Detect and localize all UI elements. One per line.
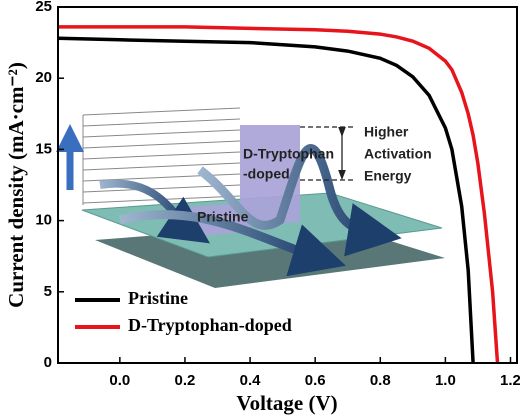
inset-label: Higher (364, 124, 409, 140)
legend-label: Pristine (128, 288, 188, 308)
inset-label: Activation (364, 146, 432, 162)
x-tick-label: 1.0 (435, 372, 456, 389)
series-line (58, 36, 475, 363)
x-axis-title: Voltage (V) (236, 391, 337, 415)
x-tick-label: 0.8 (370, 372, 391, 389)
inset-illustration (56, 107, 445, 288)
inset-label: Energy (364, 168, 412, 184)
y-tick-label: 0 (44, 354, 52, 371)
y-tick-label: 15 (35, 140, 52, 157)
y-tick-label: 25 (35, 0, 52, 15)
x-tick-label: 0.6 (305, 372, 326, 389)
plot-frame (57, 6, 518, 364)
series-line (58, 25, 500, 363)
inset-label: Pristine (197, 209, 249, 225)
x-tick-label: 1.2 (500, 372, 520, 389)
inset-label: D-Tryptophan (243, 146, 334, 162)
y-tick-label: 20 (35, 69, 52, 86)
x-tick-label: 0.4 (240, 372, 262, 389)
inset-label: -doped (243, 166, 290, 182)
x-tick-label: 0.0 (109, 372, 130, 389)
y-tick-label: 10 (35, 212, 52, 229)
legend-label: D-Tryptophan-doped (128, 315, 292, 335)
x-tick-label: 0.2 (175, 372, 196, 389)
y-tick-label: 5 (44, 283, 52, 300)
y-axis-title: Current density (mA·cm⁻²) (4, 62, 28, 308)
